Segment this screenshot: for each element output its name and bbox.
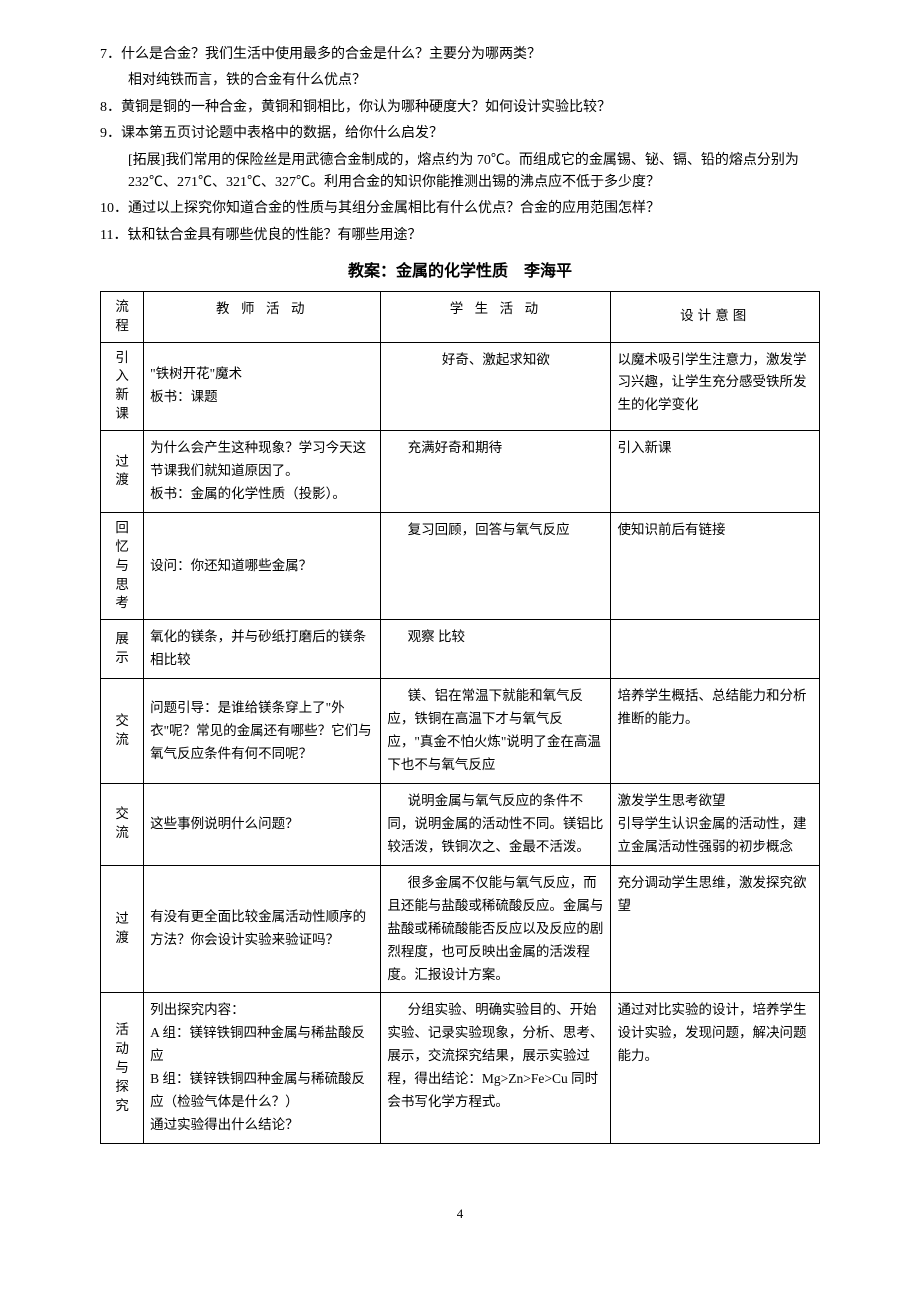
flow-cell: 展示: [101, 620, 144, 679]
q8: 8．黄铜是铜的一种合金，黄铜和铜相比，你认为哪种硬度大？如何设计实验比较？: [100, 97, 820, 119]
table-row: 过渡有没有更全面比较金属活动性顺序的方法？你会设计实验来验证吗？很多金属不仅能与…: [101, 865, 820, 993]
student-cell: 分组实验、明确实验目的、开始实验、记录实验现象，分析、思考、展示，交流探究结果，…: [381, 993, 611, 1144]
intent-cell: 激发学生思考欲望 引导学生认识金属的活动性，建立金属活动性强弱的初步概念: [611, 783, 820, 865]
table-row: 回忆与思考设问：你还知道哪些金属？复习回顾，回答与氧气反应使知识前后有链接: [101, 512, 820, 619]
student-cell: 复习回顾，回答与氧气反应: [381, 512, 611, 619]
table-row: 交流问题引导：是谁给镁条穿上了"外衣"呢？常见的金属还有哪些？它们与氧气反应条件…: [101, 679, 820, 784]
table-row: 活动与探究列出探究内容： A 组：镁锌铁铜四种金属与稀盐酸反应 B 组：镁锌铁铜…: [101, 993, 820, 1144]
q7-line2: 相对纯铁而言，铁的合金有什么优点？: [100, 70, 820, 92]
table-row: 引入新课"铁树开花"魔术 板书：课题好奇、激起求知欲以魔术吸引学生注意力，激发学…: [101, 342, 820, 431]
flow-cell: 活动与探究: [101, 993, 144, 1144]
lesson-plan-table: 流 程 教 师 活 动 学 生 活 动 设计意图 引入新课"铁树开花"魔术 板书…: [100, 291, 820, 1144]
question-list: 7．什么是合金？我们生活中使用最多的合金是什么？主要分为哪两类？ 相对纯铁而言，…: [100, 44, 820, 247]
teacher-cell: 设问：你还知道哪些金属？: [144, 512, 381, 619]
intent-cell: [611, 620, 820, 679]
q7-line1: 7．什么是合金？我们生活中使用最多的合金是什么？主要分为哪两类？: [100, 44, 820, 66]
header-flow: 流 程: [101, 291, 144, 342]
table-row: 过渡为什么会产生这种现象？学习今天这节课我们就知道原因了。 板书：金属的化学性质…: [101, 431, 820, 513]
teacher-cell: 列出探究内容： A 组：镁锌铁铜四种金属与稀盐酸反应 B 组：镁锌铁铜四种金属与…: [144, 993, 381, 1144]
student-cell: 充满好奇和期待: [381, 431, 611, 513]
teacher-cell: 为什么会产生这种现象？学习今天这节课我们就知道原因了。 板书：金属的化学性质（投…: [144, 431, 381, 513]
student-cell: 很多金属不仅能与氧气反应，而且还能与盐酸或稀硫酸反应。金属与盐酸或稀硫酸能否反应…: [381, 865, 611, 993]
q9-line2: [拓展]我们常用的保险丝是用武德合金制成的，熔点约为 70℃。而组成它的金属锡、…: [100, 150, 820, 195]
flow-cell: 过渡: [101, 431, 144, 513]
teacher-cell: 有没有更全面比较金属活动性顺序的方法？你会设计实验来验证吗？: [144, 865, 381, 993]
q11: 11．钛和钛合金具有哪些优良的性能？有哪些用途？: [100, 225, 820, 247]
intent-cell: 引入新课: [611, 431, 820, 513]
table-header-row: 流 程 教 师 活 动 学 生 活 动 设计意图: [101, 291, 820, 342]
intent-cell: 培养学生概括、总结能力和分析推断的能力。: [611, 679, 820, 784]
intent-cell: 通过对比实验的设计，培养学生设计实验，发现问题，解决问题能力。: [611, 993, 820, 1144]
flow-cell: 交流: [101, 679, 144, 784]
header-teacher: 教 师 活 动: [144, 291, 381, 342]
intent-cell: 以魔术吸引学生注意力，激发学习兴趣，让学生充分感受铁所发生的化学变化: [611, 342, 820, 431]
q10: 10．通过以上探究你知道合金的性质与其组分金属相比有什么优点？合金的应用范围怎样…: [100, 198, 820, 220]
teacher-cell: 问题引导：是谁给镁条穿上了"外衣"呢？常见的金属还有哪些？它们与氧气反应条件有何…: [144, 679, 381, 784]
intent-cell: 充分调动学生思维，激发探究欲望: [611, 865, 820, 993]
table-row: 展示氧化的镁条，并与砂纸打磨后的镁条相比较观察 比较: [101, 620, 820, 679]
teacher-cell: 这些事例说明什么问题？: [144, 783, 381, 865]
table-row: 交流这些事例说明什么问题？说明金属与氧气反应的条件不同，说明金属的活动性不同。镁…: [101, 783, 820, 865]
teacher-cell: "铁树开花"魔术 板书：课题: [144, 342, 381, 431]
student-cell: 好奇、激起求知欲: [381, 342, 611, 431]
teacher-cell: 氧化的镁条，并与砂纸打磨后的镁条相比较: [144, 620, 381, 679]
page-number: 4: [100, 1204, 820, 1225]
student-cell: 镁、铝在常温下就能和氧气反应，铁铜在高温下才与氧气反应，"真金不怕火炼"说明了金…: [381, 679, 611, 784]
flow-cell: 交流: [101, 783, 144, 865]
q9-line1: 9．课本第五页讨论题中表格中的数据，给你什么启发？: [100, 123, 820, 145]
intent-cell: 使知识前后有链接: [611, 512, 820, 619]
lesson-plan-title: 教案：金属的化学性质 李海平: [100, 259, 820, 285]
flow-cell: 引入新课: [101, 342, 144, 431]
flow-cell: 过渡: [101, 865, 144, 993]
student-cell: 说明金属与氧气反应的条件不同，说明金属的活动性不同。镁铝比较活泼，铁铜次之、金最…: [381, 783, 611, 865]
header-student: 学 生 活 动: [381, 291, 611, 342]
flow-cell: 回忆与思考: [101, 512, 144, 619]
header-intent: 设计意图: [611, 291, 820, 342]
student-cell: 观察 比较: [381, 620, 611, 679]
